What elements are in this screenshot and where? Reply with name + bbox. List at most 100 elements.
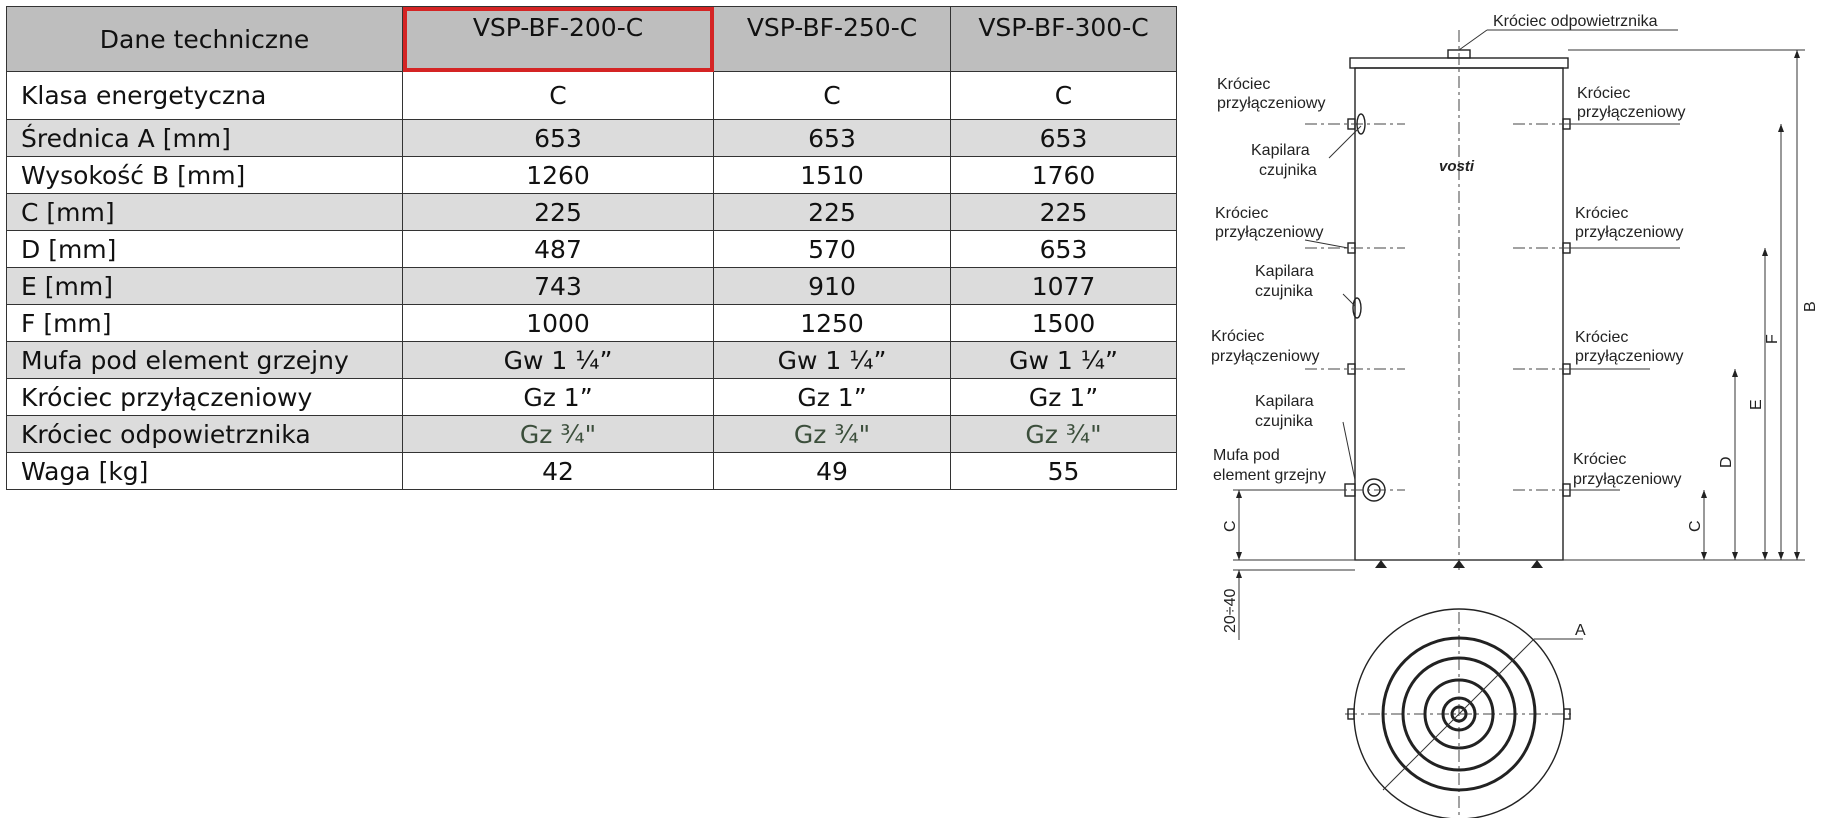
left-label-connector-3-line2: przyłączeniowy: [1211, 348, 1319, 365]
table-header-row: Dane techniczne VSP-BF-200-C VSP-BF-250-…: [6, 6, 1177, 72]
right-label-connector-2-line1: Króciec: [1575, 205, 1628, 222]
dim-c-left: C: [1222, 520, 1239, 532]
left-label-connector-3-line1: Króciec: [1211, 328, 1264, 345]
row-label: Króciec odpowietrznika: [6, 415, 403, 453]
vent-label: Króciec odpowietrznika: [1493, 13, 1658, 30]
row-value: 225: [950, 193, 1177, 231]
right-connector-3: Króciec przyłączeniowy: [1513, 329, 1683, 375]
left-label-connector-2-line1: Króciec: [1215, 205, 1268, 222]
table-row: Średnica A [mm] 653 653 653: [6, 119, 1177, 157]
table-row: Wysokość B [mm] 1260 1510 1760: [6, 156, 1177, 194]
row-label: Waga [kg]: [6, 452, 403, 490]
row-value: C: [713, 71, 951, 120]
right-label-connector-1-line2: przyłączeniowy: [1577, 104, 1685, 121]
table-row: Króciec odpowietrznika Gz ¾" Gz ¾" Gz ¾": [6, 415, 1177, 453]
row-label: D [mm]: [6, 230, 403, 268]
brand-logo: vosti: [1439, 158, 1475, 175]
right-connector-2: Króciec przyłączeniowy: [1513, 205, 1683, 254]
heater-socket: Mufa pod element grzejny: [1213, 447, 1405, 502]
row-value: Gw 1 ¼”: [950, 341, 1177, 379]
dim-d: D: [1718, 456, 1735, 468]
row-value: Gz 1”: [713, 378, 951, 416]
row-value: 487: [402, 230, 714, 268]
row-value: 1250: [713, 304, 951, 342]
row-value: Gz ¾": [950, 415, 1177, 453]
row-value: 49: [713, 452, 951, 490]
row-label: Wysokość B [mm]: [6, 156, 403, 194]
row-value: Gz 1”: [402, 378, 714, 416]
right-label-connector-2-line2: przyłączeniowy: [1575, 224, 1683, 241]
header-model-vsp-bf-200-c: VSP-BF-200-C: [402, 6, 714, 72]
left-sensor-3: Kapilara czujnika: [1255, 393, 1356, 481]
header-model-vsp-bf-300-c: VSP-BF-300-C: [950, 6, 1177, 72]
row-value: Gz ¾": [713, 415, 951, 453]
row-value: Gz 1”: [950, 378, 1177, 416]
table-row: Króciec przyłączeniowy Gz 1” Gz 1” Gz 1”: [6, 378, 1177, 416]
table-row: D [mm] 487 570 653: [6, 230, 1177, 268]
row-label: Średnica A [mm]: [6, 119, 403, 157]
right-label-connector-4-line2: przyłączeniowy: [1573, 471, 1681, 488]
right-connector-1: Króciec przyłączeniowy: [1513, 85, 1685, 130]
right-connector-4: Króciec przyłączeniowy: [1513, 451, 1681, 497]
dim-legs: 20÷40: [1222, 589, 1239, 633]
dim-c-right: C: [1687, 520, 1704, 532]
row-value: 653: [713, 119, 951, 157]
table-row: Waga [kg] 42 49 55: [6, 452, 1177, 490]
right-label-connector-3-line2: przyłączeniowy: [1575, 348, 1683, 365]
left-label-sensor-2-line2: czujnika: [1255, 283, 1313, 300]
dimension-lines: C 20÷40 C D E F B: [1222, 49, 1819, 640]
dim-e: E: [1748, 399, 1765, 410]
header-model-vsp-bf-250-c: VSP-BF-250-C: [713, 6, 951, 72]
left-label-sensor-3-line1: Kapilara: [1255, 393, 1314, 410]
row-value: Gw 1 ¼”: [402, 341, 714, 379]
left-label-sensor-2-line1: Kapilara: [1255, 263, 1314, 280]
left-label-heater-line2: element grzejny: [1213, 467, 1326, 484]
row-value: 653: [950, 119, 1177, 157]
right-label-connector-1-line1: Króciec: [1577, 85, 1630, 102]
row-label: F [mm]: [6, 304, 403, 342]
row-value: 653: [950, 230, 1177, 268]
left-connector-1: Króciec przyłączeniowy: [1217, 76, 1405, 135]
row-label: Klasa energetyczna: [6, 71, 403, 120]
row-value: 1760: [950, 156, 1177, 194]
left-label-connector-1-line1: Króciec: [1217, 76, 1270, 93]
row-value: 1077: [950, 267, 1177, 305]
table-row: F [mm] 1000 1250 1500: [6, 304, 1177, 342]
row-label: Mufa pod element grzejny: [6, 341, 403, 379]
row-value: 55: [950, 452, 1177, 490]
left-connector-2: Króciec przyłączeniowy: [1215, 205, 1405, 254]
row-value: 910: [713, 267, 951, 305]
table-row: E [mm] 743 910 1077: [6, 267, 1177, 305]
row-value: 1000: [402, 304, 714, 342]
row-value: C: [950, 71, 1177, 120]
left-connector-3: Króciec przyłączeniowy: [1211, 328, 1405, 375]
row-label: C [mm]: [6, 193, 403, 231]
row-value: 1260: [402, 156, 714, 194]
row-value: 225: [713, 193, 951, 231]
tank-technical-drawing: vosti Króciec odpowietrznika Króciec prz…: [1211, 13, 1819, 818]
top-view: A: [1345, 608, 1586, 818]
row-value: 1500: [950, 304, 1177, 342]
left-label-sensor-1-line1: Kapilara: [1251, 142, 1310, 159]
row-value: Gz ¾": [402, 415, 714, 453]
dim-f: F: [1764, 334, 1781, 344]
table-row: Klasa energetyczna C C C: [6, 71, 1177, 120]
row-value: 743: [402, 267, 714, 305]
right-label-connector-3-line1: Króciec: [1575, 329, 1628, 346]
header-title: Dane techniczne: [6, 6, 403, 72]
row-value: 42: [402, 452, 714, 490]
left-sensor-1: Kapilara czujnika: [1251, 125, 1362, 179]
dim-a: A: [1575, 622, 1586, 639]
technical-data-table: Dane techniczne VSP-BF-200-C VSP-BF-250-…: [6, 6, 1177, 490]
left-label-connector-1-line2: przyłączeniowy: [1217, 95, 1325, 112]
dim-b: B: [1802, 301, 1819, 312]
row-label: Króciec przyłączeniowy: [6, 378, 403, 416]
row-value: 570: [713, 230, 951, 268]
row-value: 225: [402, 193, 714, 231]
row-value: 1510: [713, 156, 951, 194]
table-row: Mufa pod element grzejny Gw 1 ¼” Gw 1 ¼” Gw…: [6, 341, 1177, 379]
left-label-sensor-1-line2: czujnika: [1259, 162, 1317, 179]
row-value: 653: [402, 119, 714, 157]
left-label-connector-2-line2: przyłączeniowy: [1215, 224, 1323, 241]
left-label-heater-line1: Mufa pod: [1213, 447, 1280, 464]
